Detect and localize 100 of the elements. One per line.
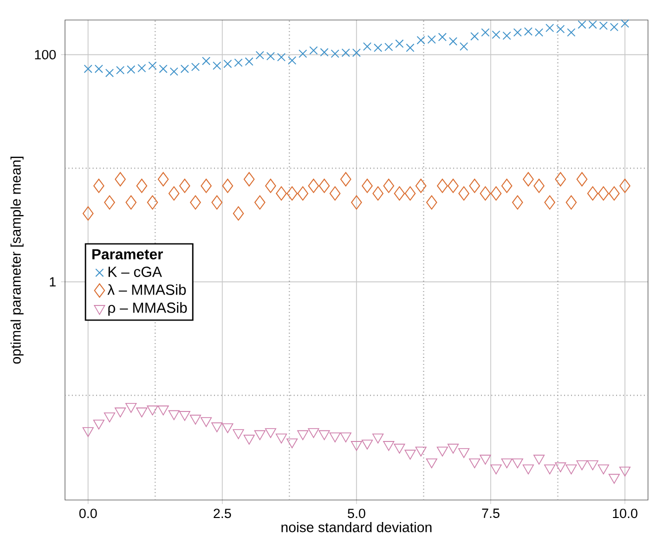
point [350, 441, 362, 451]
point [458, 448, 470, 458]
point [234, 58, 243, 67]
point [394, 186, 405, 201]
point [126, 65, 136, 74]
point [147, 195, 158, 210]
point [340, 172, 352, 186]
point [138, 64, 146, 72]
point [416, 36, 426, 44]
point [383, 441, 394, 451]
x-axis-title: noise standard deviation [282, 522, 432, 532]
point [534, 178, 544, 193]
point [222, 423, 234, 434]
point [329, 432, 341, 442]
point [566, 464, 577, 474]
legend-label: K – cGA [108, 266, 162, 277]
point [436, 446, 448, 456]
point [223, 60, 232, 68]
point [148, 61, 157, 70]
point [126, 195, 136, 210]
point [318, 178, 330, 193]
point [458, 186, 470, 201]
point [394, 444, 406, 454]
point [372, 434, 384, 444]
point [318, 430, 330, 440]
point [436, 178, 448, 193]
point [190, 195, 201, 210]
point [200, 178, 212, 193]
point [179, 178, 190, 193]
point [374, 44, 382, 52]
point [266, 52, 275, 60]
point [544, 464, 556, 474]
point [93, 178, 104, 193]
point [619, 178, 630, 193]
point [82, 427, 94, 437]
point [426, 458, 438, 468]
point [277, 52, 286, 62]
point [340, 432, 352, 442]
point [84, 64, 92, 74]
point [546, 24, 554, 32]
point [200, 417, 212, 427]
point [244, 57, 254, 66]
point [448, 444, 459, 454]
point [524, 27, 533, 36]
point [578, 20, 586, 29]
point [469, 178, 480, 193]
point [244, 172, 255, 186]
legend-label: ρ – MMASib [108, 302, 187, 316]
point [522, 172, 534, 186]
point [608, 474, 620, 484]
point [362, 178, 373, 193]
point [383, 178, 394, 193]
point [460, 42, 468, 51]
point [180, 64, 189, 74]
point [93, 420, 104, 430]
point [480, 186, 491, 201]
point [619, 466, 631, 476]
point [512, 195, 524, 210]
point [254, 430, 266, 440]
point [404, 186, 416, 201]
point [105, 68, 114, 78]
y-axis-title: optimal parameter [sample mean] [10, 156, 24, 364]
point [566, 28, 576, 37]
point [297, 430, 308, 440]
point [190, 414, 202, 425]
point [330, 186, 340, 201]
point [501, 458, 512, 468]
point [232, 429, 244, 440]
point [286, 438, 298, 448]
point [480, 454, 491, 465]
point [232, 206, 244, 221]
point [146, 406, 158, 416]
point [513, 28, 522, 37]
point [426, 195, 438, 210]
point [576, 172, 588, 186]
point [598, 464, 610, 474]
point [244, 434, 255, 445]
point [136, 408, 148, 418]
point [588, 20, 597, 29]
point [352, 48, 361, 57]
point [490, 186, 502, 201]
point [104, 412, 116, 422]
point [308, 178, 320, 193]
point [276, 186, 287, 201]
point [158, 172, 169, 186]
point [599, 21, 608, 30]
point [136, 178, 148, 193]
point [114, 172, 126, 186]
point [555, 172, 566, 186]
point [159, 64, 168, 74]
point [256, 50, 264, 60]
point [512, 458, 524, 468]
point [320, 48, 329, 56]
point [501, 178, 512, 193]
point [308, 428, 320, 438]
point [438, 32, 447, 42]
point [522, 464, 534, 474]
point [211, 195, 222, 210]
point [116, 66, 125, 74]
point [222, 178, 234, 193]
